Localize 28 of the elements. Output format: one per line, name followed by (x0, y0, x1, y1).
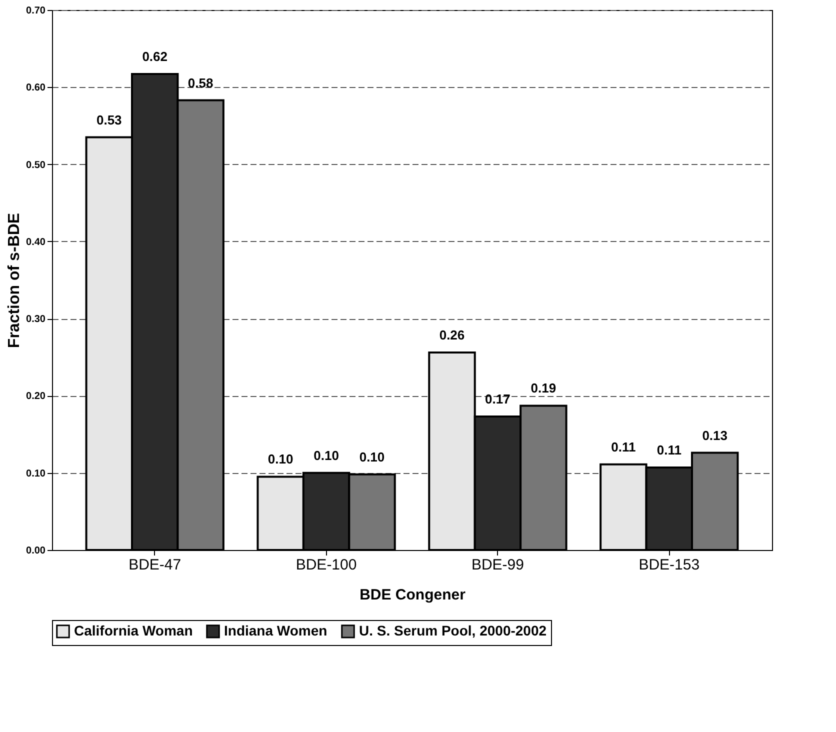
y-tick-label: 0.00 (26, 546, 46, 556)
x-axis-title: BDE Congener (360, 586, 466, 604)
data-label: 0.62 (142, 49, 168, 64)
data-label: 0.11 (656, 442, 682, 458)
data-label: 0.10 (359, 449, 385, 464)
y-tick-label: 0.50 (26, 160, 46, 171)
data-label: 0.10 (268, 452, 294, 467)
data-label: 0.53 (96, 112, 122, 128)
data-label: 0.58 (188, 75, 214, 90)
data-label: 0.11 (611, 439, 636, 454)
x-tick-label: BDE-100 (296, 556, 357, 574)
x-tick-label: BDE-47 (128, 556, 182, 574)
legend-label: U. S. Serum Pool, 2000-2002 (359, 622, 547, 638)
y-tick-label: 0.20 (26, 391, 46, 402)
legend-label: California Woman (74, 622, 193, 638)
data-label: 0.26 (439, 328, 465, 343)
y-tick-label: 0.60 (26, 82, 46, 94)
y-tick-label: 0.30 (26, 314, 46, 326)
x-tick-label: BDE-153 (638, 556, 700, 574)
x-tick-label: BDE-99 (471, 556, 524, 574)
y-tick-label: 0.10 (26, 468, 46, 480)
y-tick-label: 0.40 (26, 236, 46, 248)
data-label: 0.19 (530, 380, 556, 396)
y-tick-label: 0.70 (26, 6, 46, 16)
data-label: 0.10 (314, 448, 339, 463)
legend-label: Indiana Women (224, 622, 328, 638)
y-axis-title: Fraction of s-BDE (6, 212, 24, 348)
data-label: 0.13 (702, 428, 728, 443)
